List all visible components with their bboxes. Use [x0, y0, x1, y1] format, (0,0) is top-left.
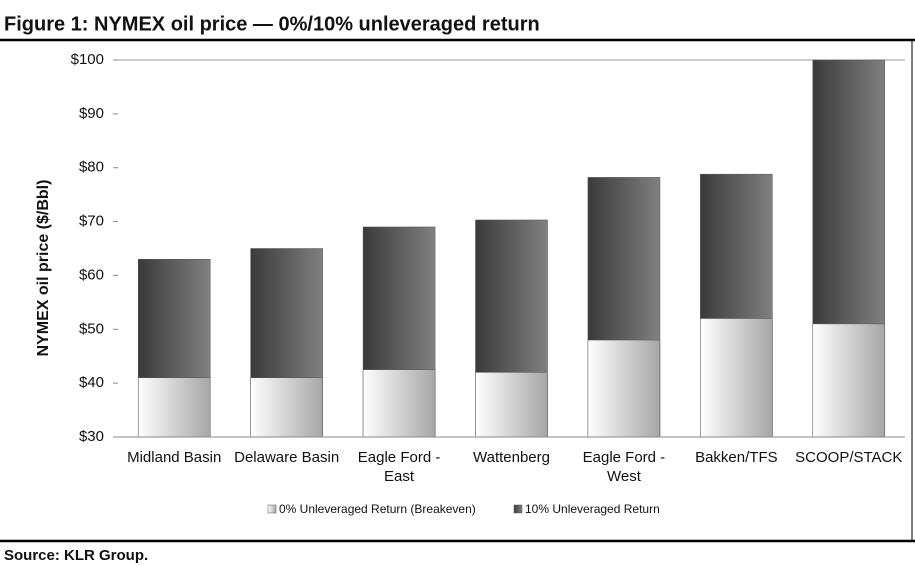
bar [362, 369, 436, 438]
x-tick-label: Wattenberg [473, 449, 550, 466]
y-tick-label: $60 [79, 266, 104, 283]
legend-swatch [267, 504, 277, 514]
bar [137, 377, 211, 438]
y-tick-label: $90 [79, 105, 104, 122]
y-tick-label: $40 [79, 374, 104, 391]
bar [812, 323, 886, 438]
y-axis-title: NYMEX oil price ($/Bbl) [35, 180, 52, 357]
source: Source: KLR Group. [4, 547, 148, 564]
y-tick-label: $100 [71, 51, 104, 68]
legend-label: 10% Unleveraged Return [525, 502, 660, 516]
bar [587, 339, 661, 438]
x-tick-label: Delaware Basin [234, 449, 340, 466]
x-tick-label: SCOOP/STACK [795, 449, 903, 466]
legend-swatch [513, 504, 523, 514]
x-tick-label: Bakken/TFS [695, 449, 778, 466]
y-tick-label: $50 [79, 320, 104, 337]
legend-label: 0% Unleveraged Return (Breakeven) [279, 502, 476, 516]
bar [700, 318, 773, 438]
chart-title: Figure 1: NYMEX oil price — 0%/10% unlev… [4, 13, 540, 35]
x-tick-label: Eagle Ford - East [357, 449, 441, 485]
x-tick-label: Midland Basin [127, 449, 222, 466]
bar [475, 372, 548, 438]
y-tick-label: $80 [79, 159, 104, 176]
y-tick-label: $70 [79, 213, 104, 230]
y-tick-label: $30 [79, 428, 104, 445]
bar [250, 377, 323, 438]
x-tick-label: Eagle Ford - West [582, 449, 666, 485]
